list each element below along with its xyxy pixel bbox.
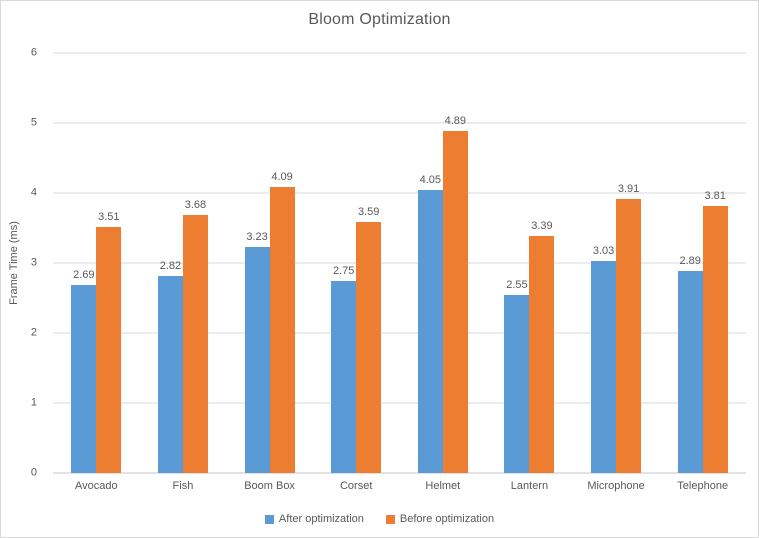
bar-before-optimization bbox=[702, 206, 728, 473]
x-axis-label: Lantern bbox=[510, 480, 549, 492]
legend-swatch bbox=[264, 514, 274, 524]
bar-before-optimization bbox=[442, 130, 468, 473]
bar-holder: 4.05 bbox=[417, 53, 443, 473]
bar-value-label: 2.82 bbox=[159, 259, 182, 272]
bar-group: 2.55 3.39 bbox=[486, 53, 573, 473]
gridline bbox=[53, 262, 746, 264]
bar-holder: 2.89 bbox=[677, 53, 703, 473]
x-axis-label: Microphone bbox=[587, 480, 645, 492]
legend-label: Before optimization bbox=[399, 513, 495, 525]
bar-holder: 3.23 bbox=[244, 53, 270, 473]
bar-value-label: 3.23 bbox=[246, 230, 268, 243]
bar-holder: 2.55 bbox=[504, 53, 530, 473]
gridline bbox=[53, 192, 746, 194]
x-axis-label: Telephone bbox=[677, 480, 729, 492]
y-tick-label: 5 bbox=[30, 116, 37, 129]
bar-holder: 3.81 bbox=[702, 53, 728, 473]
x-axis-label: Boom Box bbox=[244, 480, 295, 492]
bar-after-optimization bbox=[677, 270, 703, 473]
legend-label: After optimization bbox=[278, 513, 364, 525]
y-tick-label: 2 bbox=[30, 326, 37, 339]
bar-after-optimization bbox=[331, 280, 357, 473]
bar-value-label: 4.09 bbox=[271, 170, 293, 183]
y-tick-label: 4 bbox=[30, 186, 37, 199]
x-axis-label: Fish bbox=[172, 480, 194, 492]
bar-holder: 2.69 bbox=[71, 53, 97, 473]
gridline bbox=[53, 122, 746, 124]
x-axis-line bbox=[53, 472, 746, 474]
x-axis-label: Avocado bbox=[75, 480, 118, 492]
bar-group: 2.75 3.59 bbox=[313, 53, 400, 473]
bar-holder: 2.75 bbox=[331, 53, 357, 473]
bar-value-label: 4.05 bbox=[419, 173, 442, 186]
bar-before-optimization bbox=[269, 186, 295, 473]
bar-value-label: 3.03 bbox=[592, 244, 615, 257]
bar-holder: 2.82 bbox=[157, 53, 183, 473]
bar-holder: 3.59 bbox=[356, 53, 382, 473]
bar-after-optimization bbox=[591, 260, 617, 473]
y-tick-label: 6 bbox=[30, 46, 37, 59]
bar-holder: 4.89 bbox=[442, 53, 468, 473]
bar-holder: 4.09 bbox=[269, 53, 295, 473]
bar-after-optimization bbox=[157, 275, 183, 473]
gridline bbox=[53, 52, 746, 54]
bar-before-optimization bbox=[529, 235, 555, 473]
bar-value-label: 2.89 bbox=[679, 254, 701, 267]
bar-after-optimization bbox=[244, 246, 270, 473]
bar-value-label: 3.51 bbox=[98, 211, 120, 224]
bar-value-label: 3.68 bbox=[184, 199, 207, 212]
bar-before-optimization bbox=[96, 227, 122, 473]
bar-value-label: 4.89 bbox=[444, 114, 467, 127]
bar-before-optimization bbox=[182, 215, 208, 473]
legend-item: After optimization bbox=[264, 513, 364, 525]
bar-after-optimization bbox=[504, 294, 530, 473]
legend-item: Before optimization bbox=[385, 513, 495, 525]
legend-swatch bbox=[385, 514, 395, 524]
bar-holder: 3.91 bbox=[616, 53, 642, 473]
bar-value-label: 2.75 bbox=[332, 264, 355, 277]
y-tick-label: 3 bbox=[30, 256, 37, 269]
bar-group: 2.82 3.68 bbox=[140, 53, 227, 473]
chart-title: Bloom Optimization bbox=[308, 11, 451, 28]
bar-value-label: 2.55 bbox=[506, 278, 528, 291]
bar-holder: 3.51 bbox=[96, 53, 122, 473]
bar-value-label: 3.39 bbox=[531, 219, 553, 232]
bar-before-optimization bbox=[616, 199, 642, 473]
bar-value-label: 2.69 bbox=[73, 268, 95, 281]
bar-group: 2.89 3.81 bbox=[659, 53, 746, 473]
bar-group: 4.05 4.89 bbox=[400, 53, 487, 473]
bar-groups: 2.69 3.51 2.82 3.68 3.23 4.09 2.75 3.59 4.05 4.89… bbox=[53, 53, 746, 473]
bar-group: 2.69 3.51 bbox=[53, 53, 140, 473]
bar-value-label: 3.91 bbox=[617, 183, 640, 196]
y-tick-label: 0 bbox=[30, 466, 37, 479]
bar-value-label: 3.59 bbox=[357, 205, 380, 218]
legend: After optimization Before optimization bbox=[1, 513, 758, 525]
bar-group: 3.03 3.91 bbox=[573, 53, 660, 473]
x-axis-labels: Avocado Fish Boom Box Corset Helmet Lantern Mi… bbox=[53, 480, 746, 492]
bar-after-optimization bbox=[71, 284, 97, 473]
bar-holder: 3.68 bbox=[182, 53, 208, 473]
plot-area: 2.69 3.51 2.82 3.68 3.23 4.09 2.75 3.59 4.05 4.89… bbox=[53, 52, 746, 474]
bar-after-optimization bbox=[417, 189, 443, 473]
bar-holder: 3.03 bbox=[591, 53, 617, 473]
bar-value-label: 3.81 bbox=[704, 190, 726, 203]
y-tick-label: 1 bbox=[30, 396, 37, 409]
bar-group: 3.23 4.09 bbox=[226, 53, 313, 473]
bar-holder: 3.39 bbox=[529, 53, 555, 473]
gridline bbox=[53, 402, 746, 404]
y-axis-ticks: 0 1 2 3 4 5 6 bbox=[1, 47, 45, 478]
bar-before-optimization bbox=[356, 221, 382, 473]
x-axis-label: Helmet bbox=[425, 480, 461, 492]
x-axis-label: Corset bbox=[339, 480, 373, 492]
gridline bbox=[53, 332, 746, 334]
